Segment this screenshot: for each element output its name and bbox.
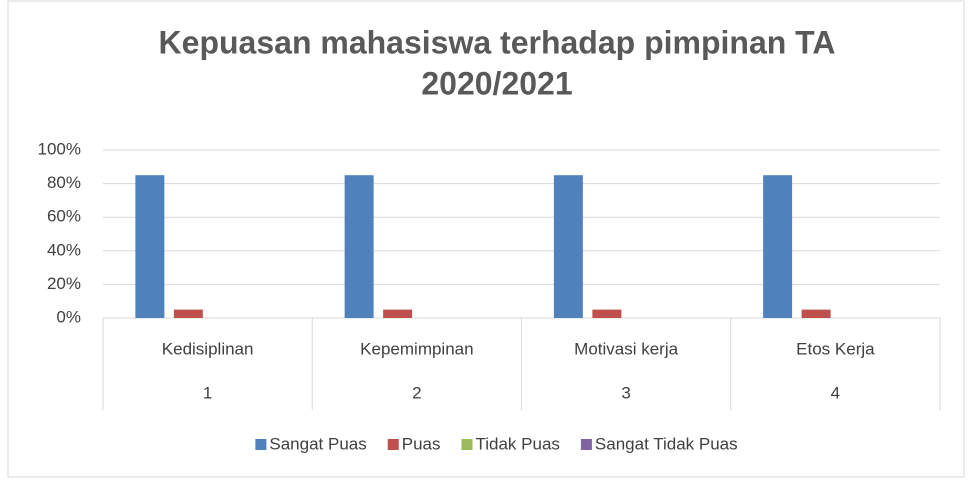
y-tick-label: 20%: [47, 274, 81, 293]
x-tick-group-label: 4: [831, 383, 840, 402]
x-tick-label: Motivasi kerja: [574, 339, 678, 358]
y-tick-label: 100%: [38, 139, 81, 158]
x-tick-label: Kedisiplinan: [162, 339, 254, 358]
y-tick-label: 40%: [47, 240, 81, 259]
x-tick-group-label: 1: [203, 383, 212, 402]
legend-swatch: [461, 439, 473, 450]
bar: [592, 309, 622, 318]
legend-label: Sangat Puas: [269, 434, 366, 453]
bar: [173, 309, 203, 318]
bar: [553, 175, 583, 318]
x-tick-group-label: 2: [412, 383, 421, 402]
x-tick-label: Etos Kerja: [796, 339, 875, 358]
legend-label: Tidak Puas: [475, 434, 559, 453]
legend-label: Puas: [402, 434, 441, 453]
bar: [135, 175, 165, 318]
bar: [344, 175, 374, 318]
chart-title: Kepuasan mahasiswa terhadap pimpinan TA: [159, 24, 836, 60]
y-tick-label: 60%: [47, 207, 81, 226]
bar: [763, 175, 793, 318]
chart-title: 2020/2021: [421, 65, 572, 101]
x-tick-group-label: 3: [621, 383, 630, 402]
legend-swatch: [387, 439, 399, 450]
bar: [801, 309, 831, 318]
y-tick-label: 80%: [47, 173, 81, 192]
legend-swatch: [255, 439, 267, 450]
x-tick-label: Kepemimpinan: [360, 339, 473, 358]
legend-swatch: [580, 439, 592, 450]
y-tick-label: 0%: [56, 307, 81, 326]
chart-border: [7, 0, 965, 478]
bar: [383, 309, 413, 318]
legend-label: Sangat Tidak Puas: [595, 434, 738, 453]
